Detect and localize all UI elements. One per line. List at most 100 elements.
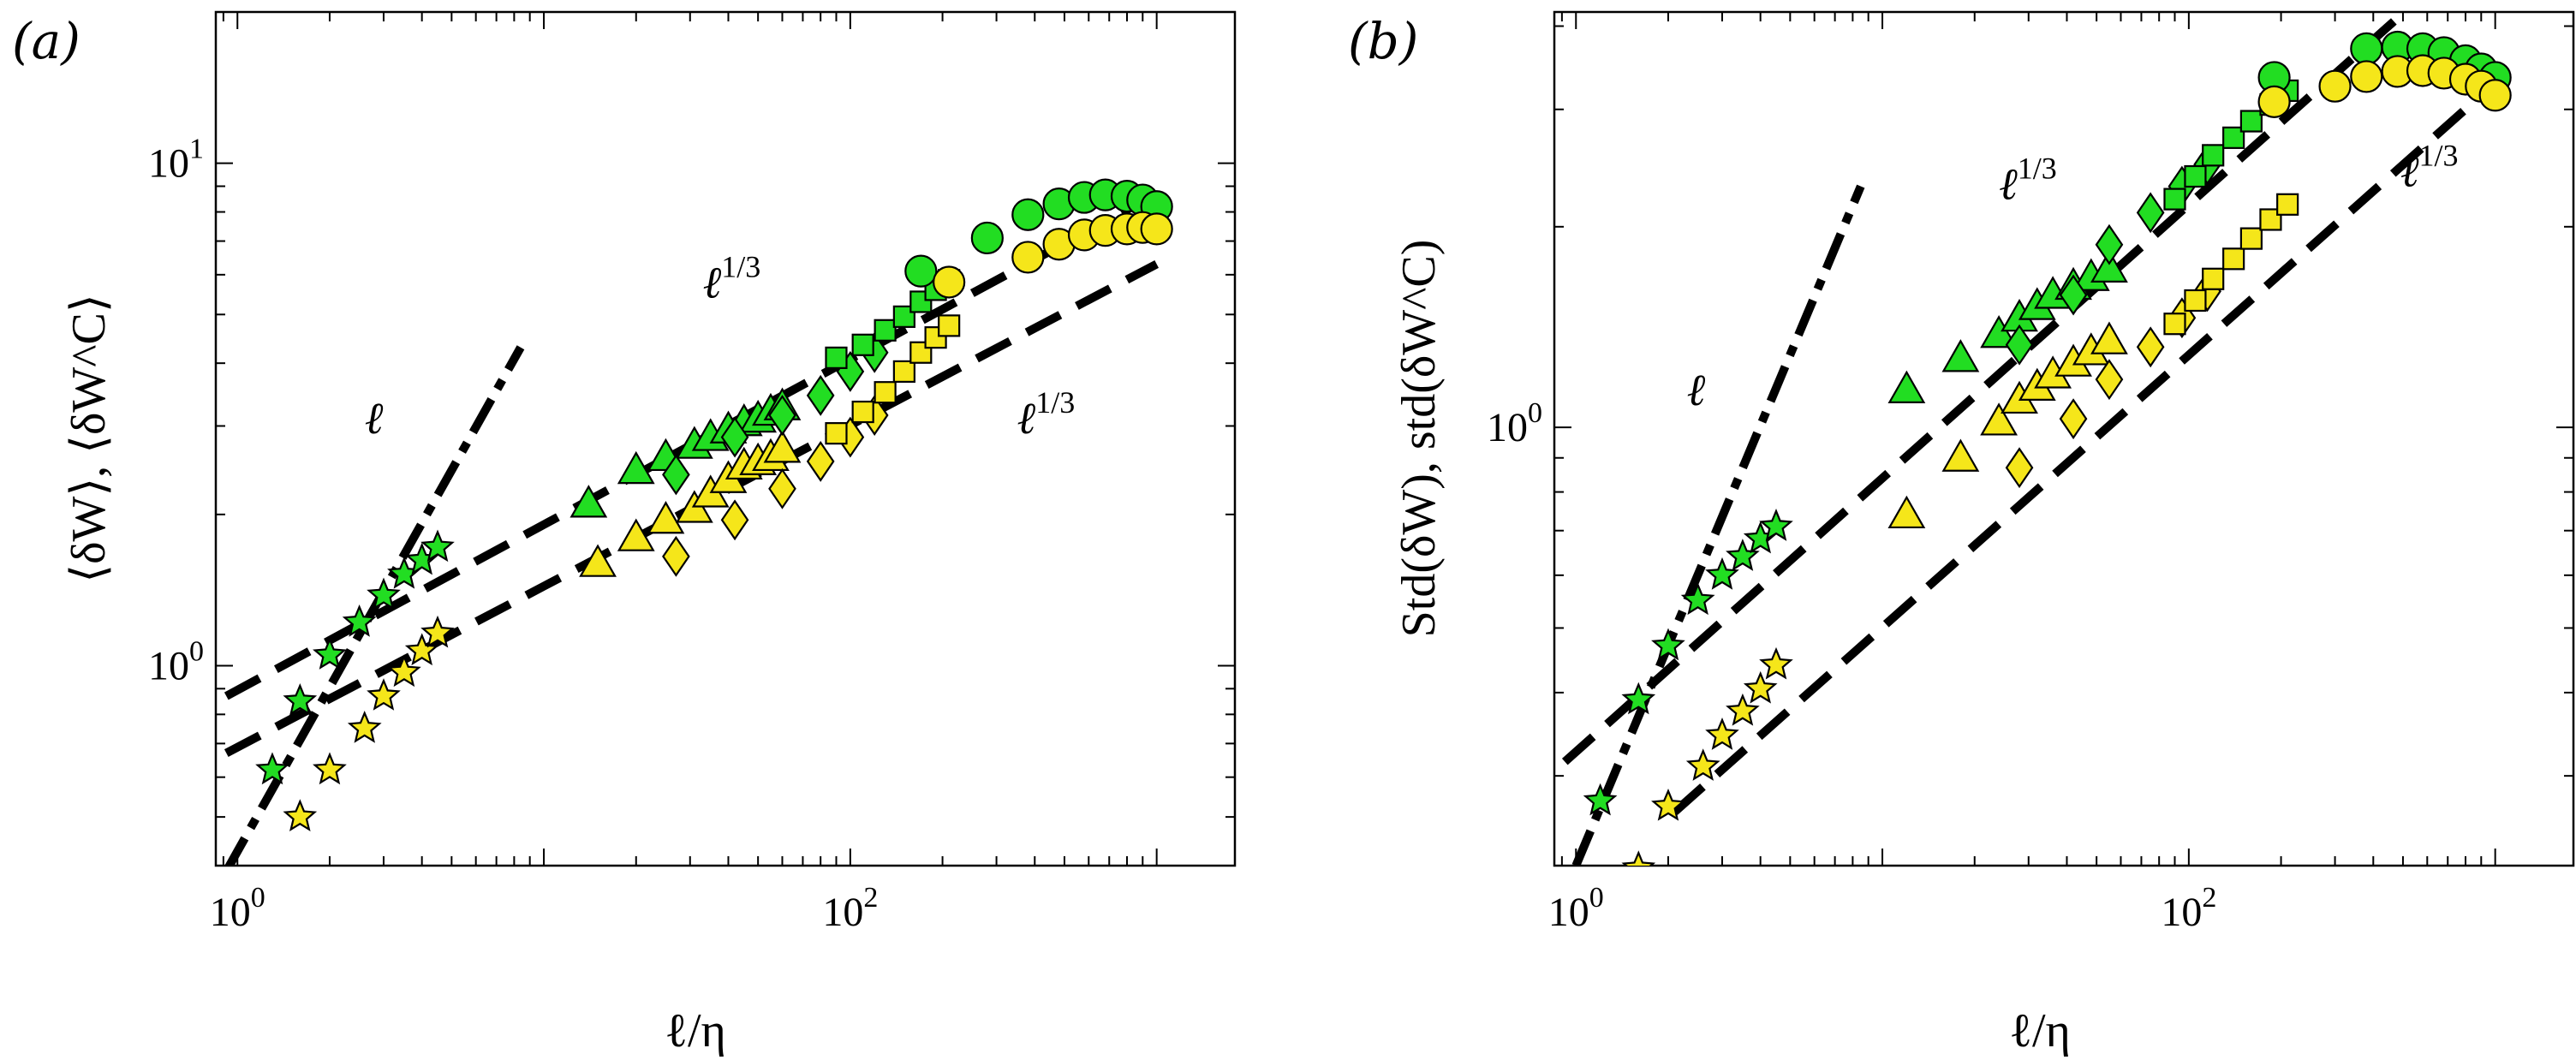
panel-b-green-square-point bbox=[2184, 164, 2207, 188]
panel-a-yellow-circle-point bbox=[1140, 212, 1173, 246]
panel-a-yellow-diamond-point bbox=[720, 499, 749, 541]
panel-b-plot: 100 102 100 ℓ ℓ1/3 ℓ1/3 bbox=[1487, 12, 2573, 935]
panel-b-green-circle-point bbox=[2350, 32, 2383, 65]
panel-a-y-tick-label: 101 bbox=[148, 134, 204, 187]
panel-a-yellow-star-point bbox=[347, 710, 382, 743]
panel-b-green-diamond-point bbox=[2136, 192, 2165, 234]
panel-b-green-triangle-point bbox=[1980, 315, 2018, 348]
panel-b-frame bbox=[1553, 10, 2575, 867]
panel-b-annotation: ℓ bbox=[1687, 366, 1706, 415]
panel-a-green-star-point bbox=[255, 752, 289, 785]
panel-b-annotation: ℓ1/3 bbox=[1999, 152, 2057, 210]
panel-a-green-diamond-point bbox=[806, 374, 835, 416]
panel-a-green-star-point bbox=[283, 683, 318, 716]
panel-a-green-circle-point bbox=[1011, 198, 1045, 231]
panel-b-green-star-point bbox=[1705, 557, 1739, 590]
panel-a-yellow-star-point bbox=[387, 654, 421, 688]
panel-b-green-diamond-point bbox=[2059, 274, 2088, 316]
panel-b-yellow-circle-point bbox=[2478, 79, 2512, 112]
panel-a-yellow-star-point bbox=[420, 615, 455, 648]
panel-b-green-diamond-point bbox=[2005, 324, 2034, 366]
panel-a-x-tick-label: 102 bbox=[822, 882, 878, 935]
panel-b-yellow-star-point bbox=[1621, 850, 1656, 866]
panel-a-green-diamond-point bbox=[662, 454, 690, 496]
panel-b-yellow-square-point bbox=[2163, 313, 2186, 336]
panel-b-yellow-triangle-point bbox=[1980, 402, 2018, 436]
panel-a-yellow-square-point bbox=[892, 360, 915, 384]
panel-a-yellow-circle-point bbox=[933, 265, 966, 299]
panel-b-yellow-circle-point bbox=[2350, 60, 2383, 93]
panel-a-yellow-star-point bbox=[367, 678, 401, 711]
panel-b-green-square-point bbox=[2163, 188, 2186, 211]
panel-b-yellow-diamond-point bbox=[2136, 326, 2165, 368]
panel-b-dash-fit-line bbox=[1561, 12, 2412, 765]
panel-b-yellow-star-point bbox=[1685, 748, 1720, 781]
panel-b-green-square-point bbox=[2202, 144, 2225, 167]
panel-a-frame bbox=[214, 10, 1237, 867]
panel-a-green-square-point bbox=[874, 319, 897, 342]
panel-b-green-diamond-point bbox=[2095, 223, 2124, 265]
panel-a-x-tick-label: 100 bbox=[210, 882, 265, 935]
panel-a-y-tick-label: 100 bbox=[148, 635, 204, 688]
panel-b-green-star-point bbox=[1621, 682, 1656, 715]
panel-b-yellow-circle-point bbox=[2257, 85, 2291, 118]
panel-a-green-star-point bbox=[313, 637, 347, 670]
panel-b-yellow-triangle-point bbox=[1887, 495, 1926, 529]
panel-a-green-diamond-point bbox=[720, 416, 749, 458]
panel-a-yellow-star-point bbox=[283, 799, 318, 832]
panel-a-data-area bbox=[224, 178, 1173, 866]
panel-b-yellow-square-point bbox=[2222, 247, 2245, 271]
panel-a-green-triangle-point bbox=[617, 450, 655, 485]
panel-b-yellow-square-point bbox=[2184, 289, 2207, 313]
panel-a-annotation: ℓ bbox=[365, 395, 384, 444]
panel-a-green-star-point bbox=[342, 604, 377, 637]
panel-a-x-axis-label: ℓ/η bbox=[665, 1004, 726, 1057]
panel-a-plot: 100 102 100 101 ℓ ℓ1/3 ℓ1/3 bbox=[148, 11, 1235, 935]
panel-a-green-diamond-point bbox=[768, 395, 796, 437]
panel-a-annotation: ℓ1/3 bbox=[1017, 385, 1076, 444]
panel-b-yellow-square-point bbox=[2276, 193, 2299, 216]
panel-b-yellow-triangle-point bbox=[1941, 438, 1980, 472]
panel-b-yellow-star-point bbox=[1651, 788, 1685, 821]
panel-b-green-triangle-point bbox=[1941, 339, 1980, 372]
panel-a-yellow-circle-point bbox=[1011, 241, 1045, 274]
panel-b-y-axis-label: Std(δW), std(δW^C) bbox=[1392, 240, 1446, 638]
panel-a-yellow-diamond-point bbox=[806, 440, 835, 482]
panel-b-data-area bbox=[1561, 12, 2512, 866]
panel-b-label: (b) bbox=[1348, 12, 1418, 70]
panel-b-green-star-point bbox=[1726, 539, 1760, 571]
panel-a-yellow-square-point bbox=[825, 422, 848, 445]
panel-a-yellow-triangle-point bbox=[763, 430, 802, 463]
panel-b-green-star-point bbox=[1680, 582, 1715, 616]
panel-b-green-star-point bbox=[1651, 628, 1685, 661]
panel-b: (b) 100 102 100 ℓ ℓ1/3 ℓ1/3 ℓ/η Std(δW), std(… bbox=[1348, 10, 2575, 1057]
panel-a-yellow-triangle-point bbox=[647, 501, 685, 534]
panel-b-dashdot-fit-line bbox=[1571, 184, 1865, 866]
panel-a: (a) 100 102 100 101 ℓ ℓ1/3 ℓ1/3 ℓ/η ⟨δW⟩, ⟨δW^… bbox=[12, 10, 1237, 1057]
panel-a-yellow-triangle-point bbox=[579, 544, 617, 577]
panel-b-dash-fit-line bbox=[1672, 92, 2484, 815]
panel-b-yellow-square-point bbox=[2202, 267, 2225, 290]
panel-a-y-axis-label: ⟨δW⟩, ⟨δW^C⟩ bbox=[63, 294, 116, 583]
panel-b-yellow-star-point bbox=[1726, 693, 1760, 726]
panel-b-yellow-square-point bbox=[2239, 227, 2263, 250]
panel-b-green-star-point bbox=[1583, 783, 1618, 816]
panel-b-annotation: ℓ1/3 bbox=[2400, 139, 2459, 197]
panel-a-yellow-square-point bbox=[874, 381, 897, 404]
panel-a-annotation: ℓ1/3 bbox=[703, 250, 761, 308]
panel-b-x-tick-label: 102 bbox=[2161, 882, 2216, 935]
panel-b-x-tick-label: 100 bbox=[1548, 882, 1604, 935]
panel-a-yellow-triangle-point bbox=[617, 518, 655, 551]
panel-a-yellow-diamond-point bbox=[662, 535, 690, 577]
panel-a-green-square-point bbox=[825, 346, 848, 369]
panel-b-yellow-circle-point bbox=[2318, 69, 2352, 103]
panel-b-yellow-star-point bbox=[1743, 670, 1778, 704]
panel-a-green-circle-point bbox=[970, 221, 1004, 255]
panel-b-yellow-diamond-point bbox=[2095, 359, 2124, 401]
panel-a-green-triangle-point bbox=[569, 485, 608, 518]
panel-a-yellow-square-point bbox=[938, 314, 961, 337]
panel-a-yellow-star-point bbox=[404, 633, 439, 666]
panel-a-green-star-point bbox=[367, 577, 401, 610]
panel-b-yellow-star-point bbox=[1705, 718, 1739, 750]
panel-b-y-tick-label: 100 bbox=[1487, 397, 1542, 450]
